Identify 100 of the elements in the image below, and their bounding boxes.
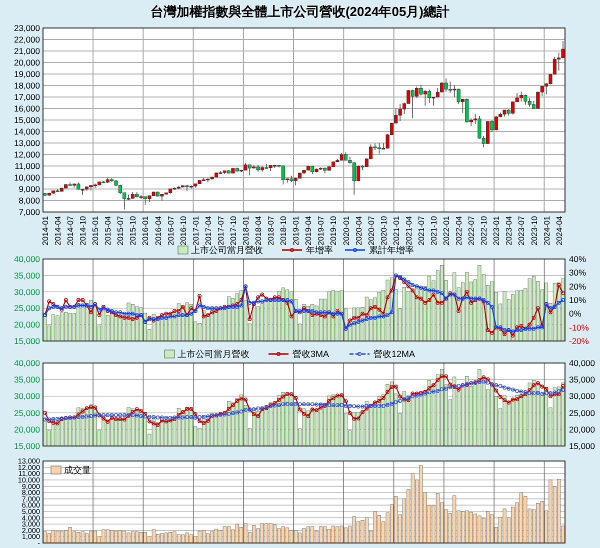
bar bbox=[302, 528, 306, 544]
candlestick bbox=[281, 164, 285, 185]
bar bbox=[64, 530, 68, 544]
x-tick-label: 2021-07 bbox=[416, 215, 426, 246]
y-tick-label: 22,000 bbox=[14, 34, 40, 44]
legend-label: 成交量 bbox=[64, 465, 91, 475]
y-tick-label: 15,000 bbox=[14, 440, 40, 451]
bar bbox=[110, 530, 114, 544]
candlestick bbox=[444, 78, 448, 92]
y-tick-label: 30,000 bbox=[14, 391, 40, 402]
candlestick bbox=[519, 91, 524, 102]
x-tick-label: 2014-07 bbox=[66, 215, 76, 246]
x-tick-label: 2019-04 bbox=[304, 215, 314, 246]
chart-title: 台灣加權指數與全體上市公司營收(2024年05月)總計 bbox=[150, 4, 450, 19]
y-tick-label: 35,000 bbox=[14, 270, 40, 280]
bar bbox=[306, 526, 310, 544]
x-tick-label: 2016-10 bbox=[178, 215, 188, 246]
candlestick bbox=[419, 84, 423, 96]
y-tick-label: 9,000 bbox=[18, 184, 40, 194]
y2-tick-label: 25,000 bbox=[569, 408, 596, 418]
x-tick-label: 2023-07 bbox=[517, 215, 526, 246]
y-tick-label: 40,000 bbox=[14, 254, 40, 264]
legend-label: 累計年增率 bbox=[369, 245, 414, 255]
bar bbox=[364, 518, 368, 544]
candlestick bbox=[511, 100, 515, 115]
x-tick-label: 2020-04 bbox=[354, 215, 364, 246]
y-tick-label: 16,000 bbox=[14, 103, 40, 114]
bar bbox=[310, 526, 314, 544]
candlestick bbox=[524, 94, 528, 105]
bar bbox=[336, 526, 340, 544]
x-tick-label: 2017-01 bbox=[191, 215, 200, 246]
bar bbox=[327, 528, 331, 544]
bar bbox=[185, 532, 189, 544]
x-tick-label: 2020-10 bbox=[379, 215, 388, 246]
x-tick-label: 2015-01 bbox=[91, 215, 100, 246]
x-tick-label: 2017-07 bbox=[216, 215, 226, 246]
y2-tick-label: 20% bbox=[569, 281, 586, 292]
x-tick-label: 2023-01 bbox=[492, 215, 502, 246]
bar bbox=[331, 526, 336, 544]
x-tick-label: 2022-01 bbox=[442, 215, 452, 246]
candlestick bbox=[456, 88, 460, 104]
bar bbox=[268, 523, 272, 544]
bar bbox=[519, 492, 524, 544]
bar bbox=[56, 530, 60, 544]
bar bbox=[469, 512, 473, 544]
bar bbox=[122, 530, 126, 544]
y-tick-label: 20,000 bbox=[14, 57, 40, 68]
bar bbox=[206, 533, 210, 544]
bar bbox=[210, 531, 214, 544]
candlestick bbox=[423, 89, 427, 106]
y2-tick-label: 15,000 bbox=[569, 440, 596, 451]
bar bbox=[419, 465, 423, 544]
bar bbox=[52, 530, 56, 544]
bar bbox=[252, 525, 256, 544]
bar bbox=[264, 523, 268, 544]
bar bbox=[410, 473, 414, 544]
y-tick-label: 17,000 bbox=[14, 92, 40, 102]
y2-tick-label: 30% bbox=[569, 268, 586, 278]
bar bbox=[222, 526, 226, 544]
x-tick-label: 2023-04 bbox=[504, 215, 514, 246]
x-tick-label: 2022-04 bbox=[454, 215, 464, 246]
bar bbox=[272, 524, 277, 544]
legend-label: 上市公司當月營收 bbox=[178, 349, 250, 359]
x-tick-label: 2014-04 bbox=[54, 215, 63, 246]
bar bbox=[352, 516, 356, 544]
bar bbox=[198, 530, 202, 544]
bar bbox=[465, 510, 469, 544]
x-tick-label: 2024-04 bbox=[554, 215, 564, 246]
y2-tick-label: 0% bbox=[569, 308, 582, 319]
x-tick-label: 2018-10 bbox=[279, 215, 288, 246]
bar bbox=[84, 533, 89, 544]
bar bbox=[135, 531, 139, 544]
x-tick-label: 2019-10 bbox=[329, 215, 338, 246]
bar bbox=[360, 520, 364, 544]
bar bbox=[478, 516, 482, 544]
legend-label: 年增率 bbox=[306, 245, 333, 255]
bar bbox=[181, 534, 185, 544]
y2-tick-label: 40% bbox=[569, 254, 586, 264]
candlestick bbox=[557, 52, 561, 72]
x-tick-label: 2018-04 bbox=[254, 215, 264, 246]
bar bbox=[277, 528, 281, 544]
x-tick-label: 2021-01 bbox=[392, 215, 401, 246]
x-tick-label: 2015-04 bbox=[104, 215, 113, 246]
y2-tick-label: -20% bbox=[569, 336, 590, 346]
bar bbox=[218, 530, 222, 544]
x-tick-label: 2018-07 bbox=[266, 215, 276, 246]
candlestick bbox=[185, 184, 189, 192]
bar bbox=[557, 479, 561, 544]
candlestick bbox=[494, 115, 498, 131]
x-tick-label: 2018-01 bbox=[242, 215, 251, 246]
y-tick-label: 19,000 bbox=[14, 68, 40, 79]
bar bbox=[172, 531, 176, 544]
y2-tick-label: 10% bbox=[569, 294, 586, 305]
x-tick-label: 2021-10 bbox=[430, 215, 439, 246]
legend-label: 營收3MA bbox=[292, 349, 330, 359]
candlestick bbox=[452, 85, 456, 98]
y-tick-label: 7,000 bbox=[18, 206, 40, 217]
y-tick-label: 10,000 bbox=[14, 172, 40, 182]
x-tick-label: 2019-01 bbox=[292, 215, 301, 246]
bar bbox=[460, 511, 465, 544]
